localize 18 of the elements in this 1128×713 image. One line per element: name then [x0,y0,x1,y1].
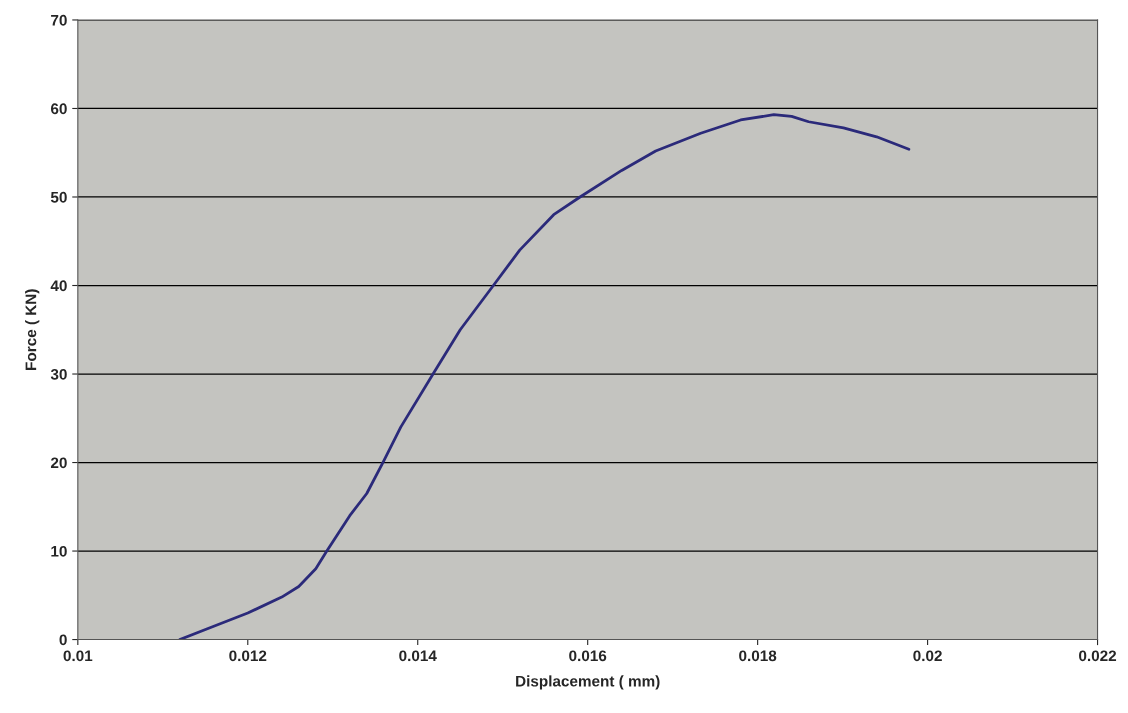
y-tick-label: 10 [51,545,67,557]
x-tick-label: 0.014 [399,650,437,662]
x-tick-label: 0.02 [913,650,942,662]
x-axis-title: Displacement ( mm) [516,675,660,690]
x-tick-label: 0.01 [63,650,93,662]
y-tick-label: 40 [50,280,67,292]
x-tick-label: 0.018 [739,650,777,662]
y-tick-label: 20 [50,457,67,469]
x-tick-label: 0.022 [1079,650,1117,662]
y-tick-label: 0 [59,634,67,646]
y-tick-label: 70 [51,14,67,26]
y-tick-label: 30 [50,368,67,380]
y-tick-label: 60 [50,103,67,115]
line-series [178,113,911,640]
x-tick-label: 0.016 [569,650,607,662]
y-axis-title: Force ( KN) [25,289,40,370]
x-tick-label: 0.012 [229,650,267,662]
y-tick-label: 50 [50,191,67,203]
